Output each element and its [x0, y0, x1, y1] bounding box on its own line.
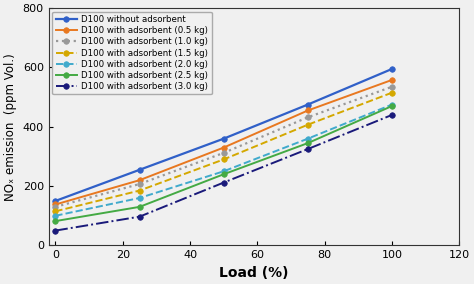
Y-axis label: NOₓ emission  (ppm Vol.): NOₓ emission (ppm Vol.) — [4, 53, 17, 201]
D100 with adsorbent (2.0 kg) — [221, 170, 227, 173]
D100 with adsorbent (1.0 kg) — [221, 151, 227, 154]
Line: D100 with adsorbent (3.0 kg): D100 with adsorbent (3.0 kg) — [53, 112, 395, 233]
D100 with adsorbent (1.0 kg) — [137, 182, 142, 186]
D100 with adsorbent (1.5 kg) — [389, 91, 395, 94]
D100 with adsorbent (1.5 kg) — [137, 189, 142, 192]
D100 without adsorbent — [221, 137, 227, 140]
D100 with adsorbent (2.0 kg) — [389, 103, 395, 106]
D100 with adsorbent (0.5 kg) — [389, 78, 395, 82]
D100 with adsorbent (1.0 kg) — [53, 205, 58, 208]
D100 with adsorbent (1.5 kg) — [53, 210, 58, 213]
D100 with adsorbent (3.0 kg) — [53, 229, 58, 232]
D100 with adsorbent (1.0 kg) — [389, 85, 395, 88]
D100 with adsorbent (0.5 kg) — [221, 146, 227, 149]
Line: D100 without adsorbent: D100 without adsorbent — [53, 66, 395, 204]
D100 without adsorbent — [53, 199, 58, 203]
D100 with adsorbent (2.5 kg) — [53, 220, 58, 223]
X-axis label: Load (%): Load (%) — [219, 266, 289, 280]
D100 with adsorbent (1.0 kg) — [305, 116, 310, 119]
D100 with adsorbent (1.5 kg) — [221, 158, 227, 161]
D100 with adsorbent (3.0 kg) — [221, 181, 227, 184]
D100 without adsorbent — [137, 168, 142, 172]
D100 with adsorbent (3.0 kg) — [137, 215, 142, 218]
Legend: D100 without adsorbent, D100 with adsorbent (0.5 kg), D100 with adsorbent (1.0 k: D100 without adsorbent, D100 with adsorb… — [52, 12, 212, 94]
D100 with adsorbent (2.0 kg) — [305, 137, 310, 140]
D100 with adsorbent (2.5 kg) — [305, 141, 310, 145]
Line: D100 with adsorbent (2.5 kg): D100 with adsorbent (2.5 kg) — [53, 103, 395, 224]
Line: D100 with adsorbent (2.0 kg): D100 with adsorbent (2.0 kg) — [53, 102, 395, 219]
D100 with adsorbent (2.5 kg) — [137, 205, 142, 208]
D100 with adsorbent (2.0 kg) — [53, 214, 58, 218]
D100 with adsorbent (0.5 kg) — [53, 203, 58, 206]
D100 with adsorbent (0.5 kg) — [137, 178, 142, 182]
D100 without adsorbent — [305, 103, 310, 106]
Line: D100 with adsorbent (1.5 kg): D100 with adsorbent (1.5 kg) — [53, 90, 395, 214]
D100 with adsorbent (3.0 kg) — [389, 113, 395, 117]
D100 with adsorbent (1.5 kg) — [305, 123, 310, 126]
D100 without adsorbent — [389, 67, 395, 71]
D100 with adsorbent (0.5 kg) — [305, 109, 310, 112]
Line: D100 with adsorbent (0.5 kg): D100 with adsorbent (0.5 kg) — [53, 77, 395, 207]
D100 with adsorbent (2.0 kg) — [137, 196, 142, 200]
D100 with adsorbent (3.0 kg) — [305, 147, 310, 151]
Line: D100 with adsorbent (1.0 kg): D100 with adsorbent (1.0 kg) — [53, 84, 395, 210]
D100 with adsorbent (2.5 kg) — [389, 104, 395, 108]
D100 with adsorbent (2.5 kg) — [221, 173, 227, 176]
